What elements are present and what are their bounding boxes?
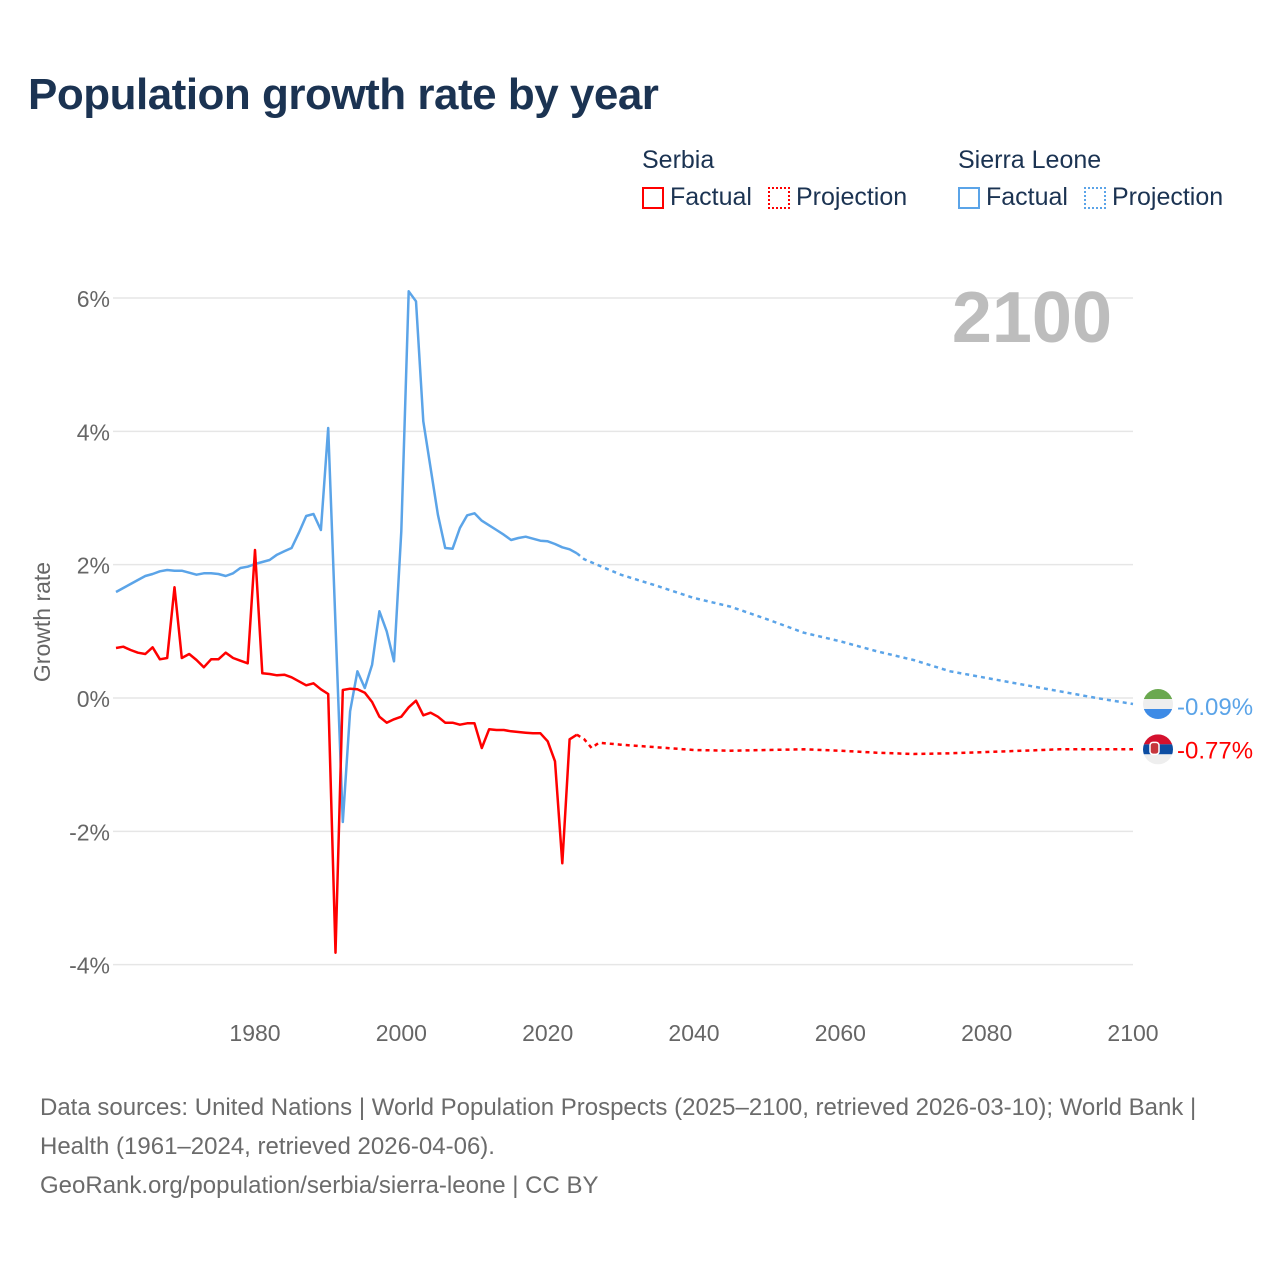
footer: Data sources: United Nations | World Pop… — [40, 1088, 1240, 1205]
x-tick-label: 2020 — [522, 1020, 573, 1046]
sierra-leone-end-label: -0.09% — [1177, 694, 1253, 721]
line-chart: 6% 4% 2% 0% -2% -4% 1980 2000 2020 2040 2060 2080 21… — [29, 278, 1253, 1046]
serbia-flag-icon — [1143, 734, 1173, 765]
sierra-leone-flag-icon — [1143, 689, 1173, 720]
legend-sierra-leone-projection[interactable]: Projection — [1083, 183, 1224, 212]
x-tick-label: 2000 — [376, 1020, 427, 1046]
legend-swatch-dotted — [767, 186, 790, 209]
legend-swatch-solid — [642, 186, 664, 209]
legend-label: Projection — [795, 183, 908, 211]
credit-link[interactable]: GeoRank.org/population/serbia/sierra-leo… — [40, 1172, 599, 1199]
legend-label: Projection — [1111, 183, 1224, 211]
sierra-leone-projection-line — [576, 552, 1134, 706]
legend-serbia: Serbia Factual Projection — [642, 146, 907, 212]
x-tick-label: 2040 — [668, 1020, 719, 1046]
legend-serbia-projection[interactable]: Projection — [767, 183, 908, 212]
serbia-end-label: -0.77% — [1177, 737, 1253, 764]
y-tick-label: 4% — [77, 419, 110, 445]
chart-title: Population growth rate by year — [28, 70, 659, 119]
x-tick-label: 1980 — [229, 1020, 280, 1046]
legend-sierra-leone-name: Sierra Leone — [958, 146, 1102, 174]
legend-sierra-leone-factual[interactable]: Factual — [958, 183, 1068, 212]
legend-serbia-factual[interactable]: Factual — [642, 183, 752, 212]
legend-serbia-name: Serbia — [642, 146, 715, 174]
y-tick-label: 0% — [77, 686, 110, 712]
legend-swatch-solid — [958, 186, 980, 209]
y-tick-label: 2% — [77, 553, 110, 579]
y-tick-label: 6% — [77, 286, 110, 312]
legend-swatch-dotted — [1083, 186, 1106, 209]
serbia-factual-line — [115, 548, 578, 954]
legend-sierra-leone: Sierra Leone Factual Projection — [958, 146, 1223, 212]
x-tick-label: 2060 — [815, 1020, 866, 1046]
year-watermark: 2100 — [952, 278, 1112, 358]
legend-label: Factual — [986, 183, 1068, 211]
x-tick-label: 2080 — [961, 1020, 1012, 1046]
y-tick-label: -4% — [69, 953, 110, 979]
data-sources: Data sources: United Nations | World Pop… — [40, 1094, 1197, 1160]
y-tick-label: -2% — [69, 819, 110, 845]
legend-label: Factual — [670, 183, 752, 211]
sierra-leone-factual-line — [115, 290, 578, 824]
x-tick-label: 2100 — [1107, 1020, 1158, 1046]
serbia-projection-line — [576, 733, 1133, 756]
y-axis-label: Growth rate — [29, 562, 55, 682]
